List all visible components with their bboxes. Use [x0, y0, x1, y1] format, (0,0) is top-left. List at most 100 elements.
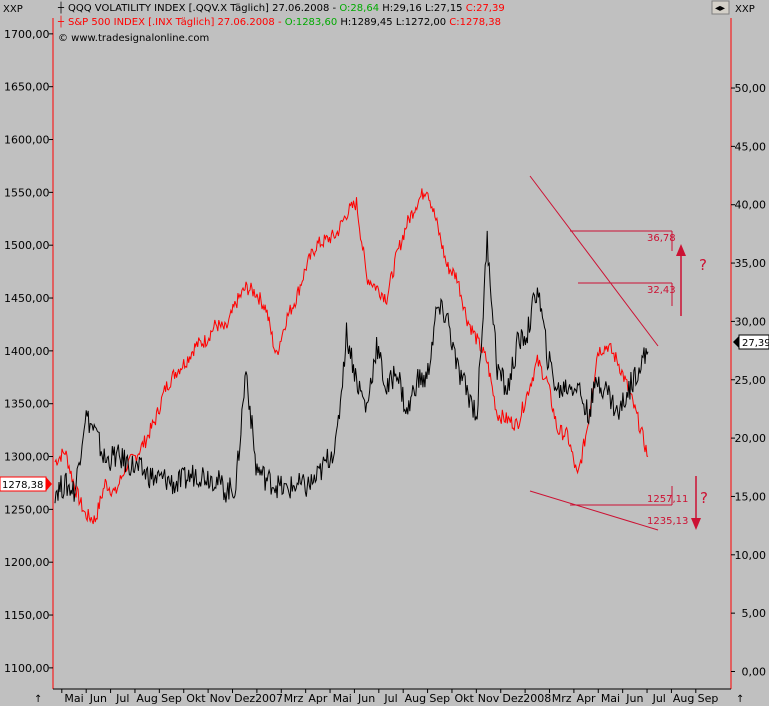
x-tick-label: Mrz — [552, 692, 572, 705]
left-tick-label: 1150,00 — [4, 609, 50, 622]
last-value-left-text: 1278,38 — [2, 480, 43, 491]
x-tick-label: Apr — [577, 692, 597, 705]
left-axis-label: XXP — [3, 4, 23, 15]
legend-vol-open: O:28,64 — [339, 3, 379, 14]
arrow-up-head — [676, 244, 686, 256]
last-value-right-box — [738, 334, 769, 350]
legend-vol-low: L:27,15 — [425, 3, 463, 14]
x-tick-label: Sep — [698, 692, 719, 705]
left-tick-label: 1350,00 — [4, 398, 50, 411]
left-tick-label: 1300,00 — [4, 451, 50, 464]
x-tick-label: Jul — [383, 692, 397, 705]
watermark: © www.tradesignalonline.com — [58, 33, 209, 44]
scroll-button-icon: ◂▸ — [715, 3, 725, 14]
x-tick-label: Jul — [115, 692, 129, 705]
right-tick-label: 5,00 — [742, 607, 767, 620]
legend-vol-symbol: QQQ VOLATILITY INDEX [.QQV.X Täglich] 27… — [68, 3, 337, 14]
question-mark-up: ? — [699, 256, 707, 274]
right-tick-label: 10,00 — [735, 549, 767, 562]
legend-spx-open: O:1283,60 — [285, 17, 337, 28]
legend-vol-high: H:29,16 — [382, 3, 422, 14]
right-tick-label: 45,00 — [735, 140, 767, 153]
x-tick-label: Aug — [673, 692, 694, 705]
x-tick-label: Dez — [234, 692, 255, 705]
x-tick-label: Mai — [601, 692, 620, 705]
left-tick-label: 1600,00 — [4, 134, 50, 147]
scroll-up-right-icon[interactable]: ↑ — [736, 694, 744, 705]
x-tick-label: 2008 — [523, 692, 551, 705]
arrow-down-head — [691, 518, 701, 530]
level-1235-13: 1235,13 — [647, 516, 688, 527]
left-tick-label: 1400,00 — [4, 345, 50, 358]
annotations: 36,78 32,43 1257,11 1235,13 ? ? — [529, 175, 708, 531]
x-tick-label: Mrz — [284, 692, 304, 705]
legend-spx-low: L:1272,00 — [396, 17, 446, 28]
x-tick-label: Okt — [186, 692, 206, 705]
right-tick-label: 0,00 — [742, 665, 767, 678]
scroll-up-left-icon[interactable]: ↑ — [34, 694, 42, 705]
level-1257-11: 1257,11 — [647, 494, 688, 505]
last-value-left-pointer — [46, 477, 52, 491]
question-mark-down: ? — [700, 489, 708, 507]
right-tick-label: 30,00 — [735, 315, 767, 328]
legend-vol-close: C:27,39 — [466, 3, 505, 14]
trendline-upper — [529, 175, 659, 347]
left-tick-label: 1250,00 — [4, 503, 50, 516]
x-tick-label: Jun — [357, 692, 375, 705]
left-tick-label: 1650,00 — [4, 81, 50, 94]
last-value-right-pointer — [733, 336, 739, 348]
x-tick-label: Mai — [333, 692, 352, 705]
x-tick-label: Jul — [652, 692, 666, 705]
x-tick-label: Sep — [161, 692, 182, 705]
x-tick-label: Aug — [136, 692, 157, 705]
series-layer — [54, 188, 649, 525]
left-tick-label: 1500,00 — [4, 239, 50, 252]
left-tick-label: 1550,00 — [4, 186, 50, 199]
legend-item-vol: ┼ QQQ VOLATILITY INDEX [.QQV.X Täglich] … — [57, 1, 505, 14]
right-tick-label: 50,00 — [735, 82, 767, 95]
legend-text-spx: S&P 500 INDEX [.INX Täglich] 27.06.2008 … — [68, 17, 501, 28]
right-tick-label: 35,00 — [735, 257, 767, 270]
legend: ┼ QQQ VOLATILITY INDEX [.QQV.X Täglich] … — [57, 1, 505, 44]
trendline-lower — [529, 490, 659, 531]
legend-spx-high: H:1289,45 — [340, 17, 392, 28]
legend-spx-symbol: S&P 500 INDEX [.INX Täglich] 27.06.2008 … — [68, 17, 282, 28]
legend-text-vol: QQQ VOLATILITY INDEX [.QQV.X Täglich] 27… — [68, 3, 505, 14]
legend-marker-spx: ┼ — [57, 15, 65, 28]
x-tick-label: Jun — [89, 692, 107, 705]
right-axis: 0,00 5,00 10,00 15,00 20,00 25,00 30,00 35,00 40… — [731, 82, 766, 678]
legend-marker-vol: ┼ — [57, 1, 65, 14]
x-axis: Mai Jun Jul Aug Sep Okt Nov Dez 2007 Mrz Apr Mai Jun… — [61, 689, 719, 705]
vol-series-line — [54, 230, 649, 504]
right-axis-label: XXP — [735, 4, 755, 15]
left-tick-label: 1100,00 — [4, 662, 50, 675]
last-value-left: 1278,38 — [0, 476, 52, 492]
right-tick-label: 20,00 — [735, 432, 767, 445]
last-value-right-text: 27,39 — [742, 338, 769, 349]
x-tick-label: Jun — [625, 692, 643, 705]
left-axis: 1100,00 1150,00 1200,00 1250,00 1300,00 1350,… — [4, 28, 53, 675]
spx-series-line — [54, 188, 649, 525]
x-tick-label: Apr — [308, 692, 328, 705]
x-tick-label: Nov — [210, 692, 232, 705]
x-tick-label: Mai — [64, 692, 83, 705]
left-tick-label: 1700,00 — [4, 28, 50, 41]
legend-item-spx: ┼ S&P 500 INDEX [.INX Täglich] 27.06.200… — [57, 15, 501, 28]
right-tick-label: 40,00 — [735, 199, 767, 212]
x-tick-label: Aug — [405, 692, 426, 705]
last-value-right: 27,39 — [733, 334, 769, 350]
x-tick-label: Dez — [502, 692, 523, 705]
x-tick-label: Sep — [429, 692, 450, 705]
x-tick-label: Nov — [478, 692, 500, 705]
right-tick-label: 15,00 — [735, 490, 767, 503]
left-tick-label: 1450,00 — [4, 292, 50, 305]
level-32-43: 32,43 — [647, 285, 676, 296]
legend-spx-close: C:1278,38 — [449, 17, 501, 28]
x-tick-label: 2007 — [255, 692, 283, 705]
scroll-button[interactable] — [711, 0, 730, 15]
right-tick-label: 25,00 — [735, 374, 767, 387]
level-36-78: 36,78 — [647, 233, 676, 244]
x-tick-label: Okt — [454, 692, 474, 705]
left-tick-label: 1200,00 — [4, 556, 50, 569]
